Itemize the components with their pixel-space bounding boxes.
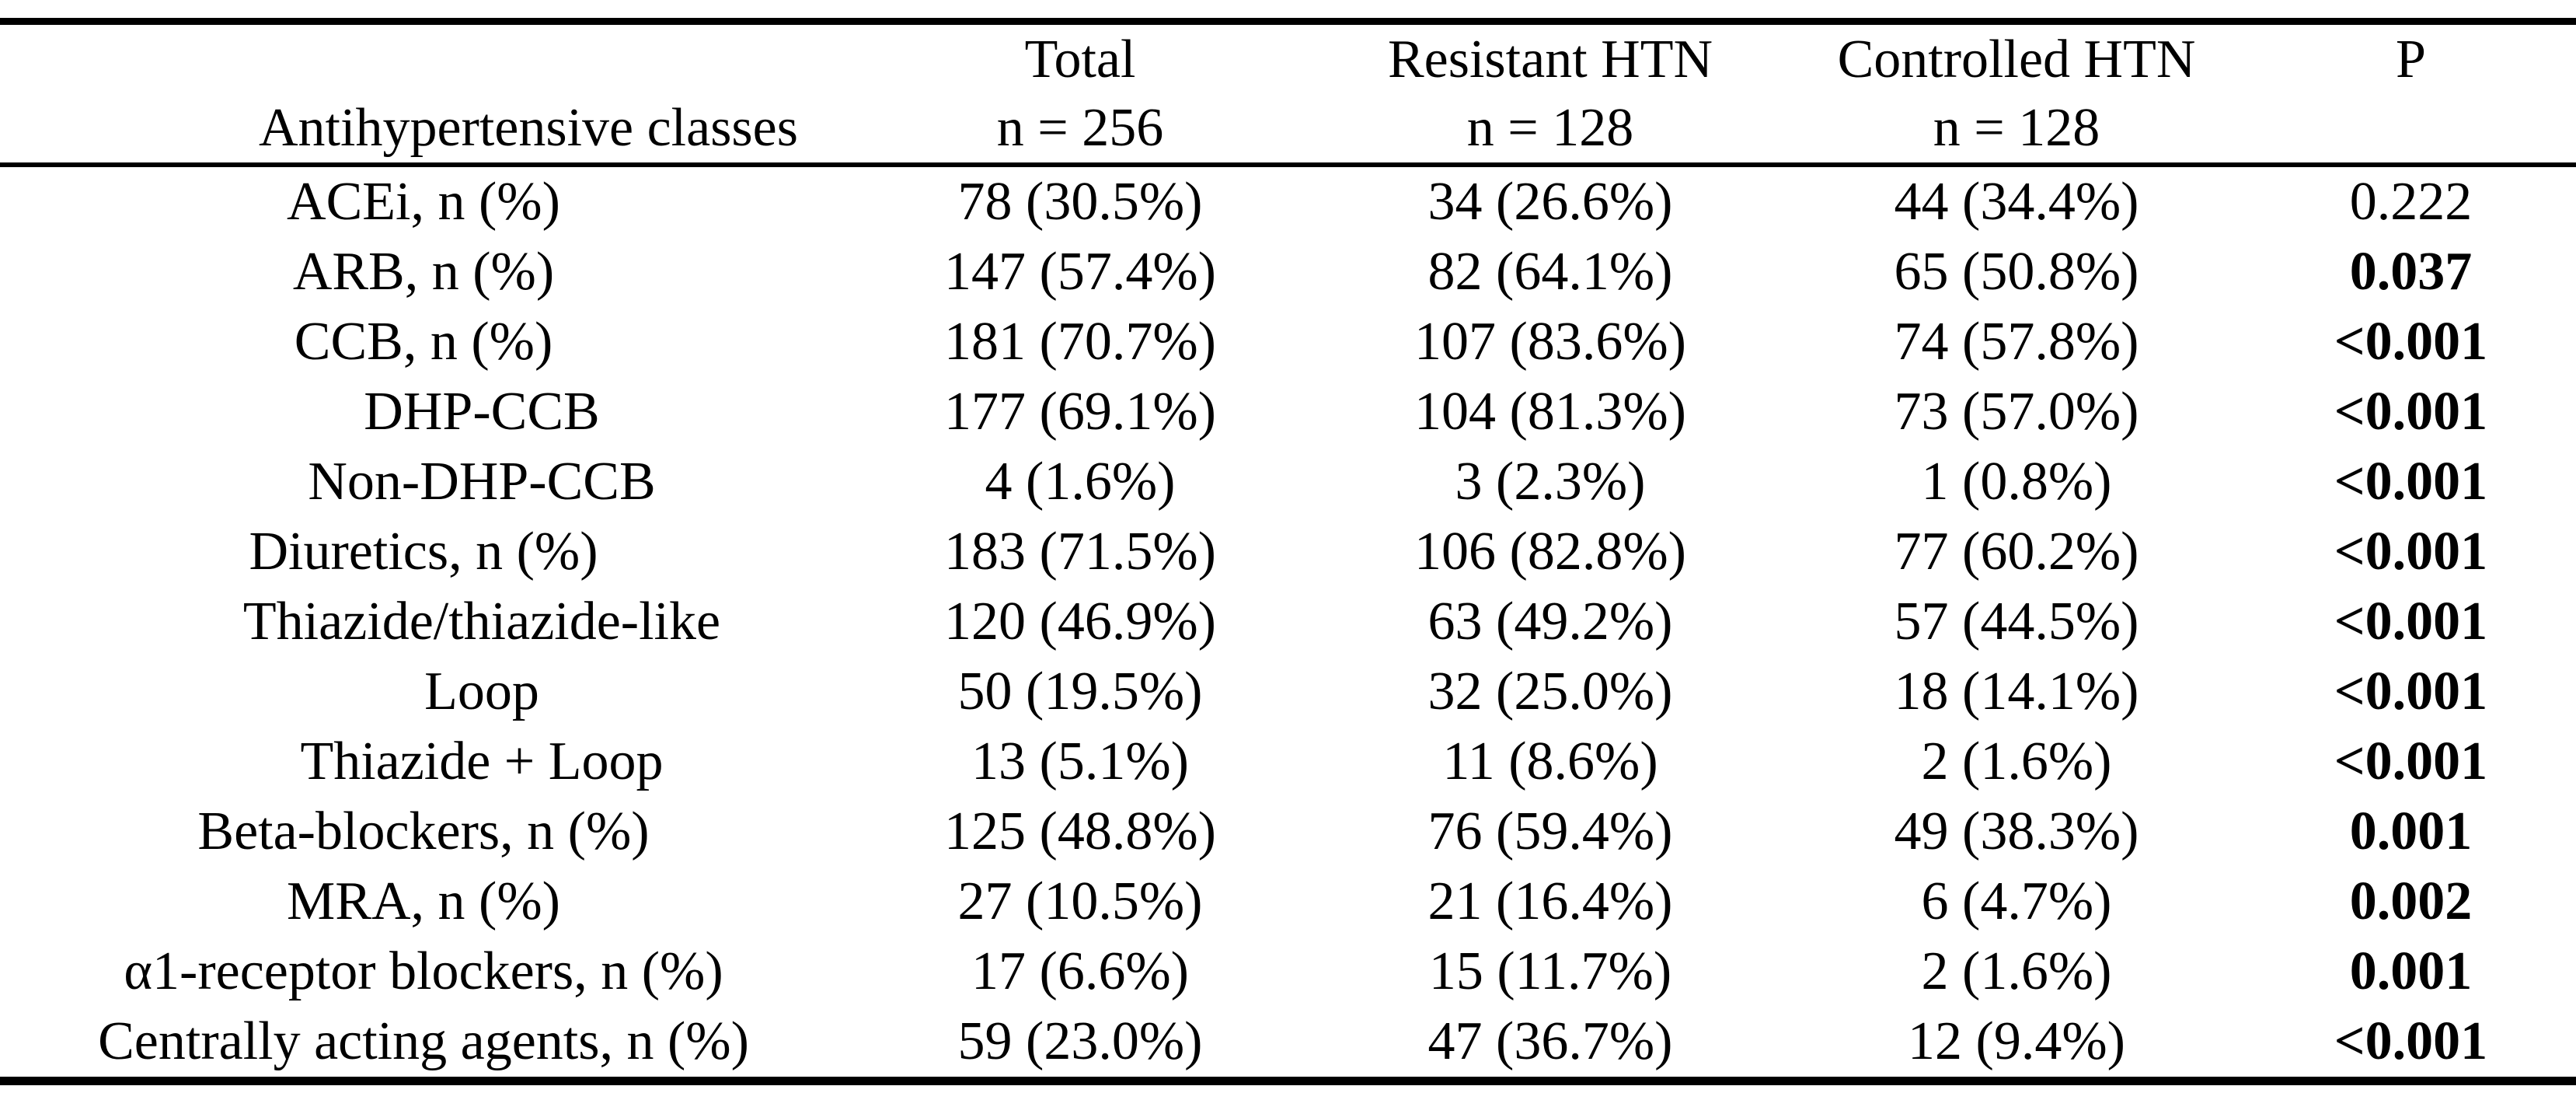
table-row: Diuretics, n (%) 183 (71.5%) 106 (82.8%)… (0, 517, 2576, 587)
controlled-value-cell: 74 (57.8%) (1894, 312, 2139, 372)
p-value-cell: <0.001 (2334, 732, 2488, 791)
resistant-value-cell: 15 (11.7%) (1428, 941, 1672, 1001)
header-p: P (2246, 25, 2576, 162)
table-row: CCB, n (%) 181 (70.7%) 107 (83.6%) 74 (5… (0, 307, 2576, 377)
table-bottom-border (0, 1077, 2576, 1085)
header-line1: P (2396, 29, 2426, 89)
table-body: ACEi, n (%) 78 (30.5%) 34 (26.6%) 44 (34… (0, 167, 2576, 1077)
class-label-cell: DHP-CCB (364, 382, 600, 442)
controlled-value-cell: 65 (50.8%) (1894, 242, 2139, 302)
header-line1: Resistant HTN (1387, 29, 1713, 89)
class-label-cell: Thiazide/thiazide-like (242, 592, 721, 651)
header-line2: n = 256 (996, 97, 1164, 158)
p-value-cell: 0.037 (2349, 242, 2473, 302)
resistant-value-cell: 3 (2.3%) (1455, 452, 1646, 512)
header-line1 (210, 26, 847, 94)
total-value-cell: 17 (6.6%) (971, 941, 1189, 1001)
total-value-cell: 177 (69.1%) (944, 382, 1216, 442)
p-value-cell: <0.001 (2334, 522, 2488, 581)
header-line2: Antihypertensive classes (259, 97, 798, 158)
paper-table-page: Antihypertensive classes Total n = 256 R… (0, 18, 2576, 1114)
header-total: Total n = 256 (847, 25, 1313, 162)
total-value-cell: 13 (5.1%) (971, 732, 1189, 791)
header-line2 (2246, 94, 2576, 162)
resistant-value-cell: 47 (36.7%) (1427, 1011, 1673, 1071)
table-row: Beta-blockers, n (%) 125 (48.8%) 76 (59.… (0, 797, 2576, 867)
table-row: ARB, n (%) 147 (57.4%) 82 (64.1%) 65 (50… (0, 237, 2576, 307)
header-separator-border (0, 162, 2576, 167)
resistant-value-cell: 11 (8.6%) (1442, 732, 1658, 791)
p-value-cell: 0.222 (2349, 172, 2473, 232)
controlled-value-cell: 44 (34.4%) (1894, 172, 2139, 232)
header-line2: n = 128 (1933, 97, 2100, 158)
resistant-value-cell: 21 (16.4%) (1427, 871, 1673, 931)
header-line1: Controlled HTN (1837, 29, 2196, 89)
resistant-value-cell: 82 (64.1%) (1427, 242, 1673, 302)
total-value-cell: 181 (70.7%) (944, 312, 1216, 372)
class-label-cell: ACEi, n (%) (287, 172, 560, 232)
class-label-cell: CCB, n (%) (294, 312, 553, 372)
header-resistant-htn: Resistant HTN n = 128 (1313, 25, 1787, 162)
total-value-cell: 78 (30.5%) (957, 172, 1203, 232)
class-label-cell: Loop (424, 662, 539, 721)
resistant-value-cell: 63 (49.2%) (1427, 592, 1673, 651)
table-row: ACEi, n (%) 78 (30.5%) 34 (26.6%) 44 (34… (0, 167, 2576, 237)
controlled-value-cell: 77 (60.2%) (1894, 522, 2139, 581)
class-label-cell: Non-DHP-CCB (308, 452, 656, 512)
total-value-cell: 59 (23.0%) (957, 1011, 1203, 1071)
controlled-value-cell: 6 (4.7%) (1921, 871, 2112, 931)
controlled-value-cell: 18 (14.1%) (1894, 662, 2139, 721)
controlled-value-cell: 57 (44.5%) (1894, 592, 2139, 651)
controlled-value-cell: 73 (57.0%) (1894, 382, 2139, 442)
class-label-cell: Beta-blockers, n (%) (197, 801, 650, 861)
table-row: Non-DHP-CCB 4 (1.6%) 3 (2.3%) 1 (0.8%) <… (0, 447, 2576, 517)
controlled-value-cell: 49 (38.3%) (1894, 801, 2139, 861)
controlled-value-cell: 2 (1.6%) (1921, 732, 2112, 791)
total-value-cell: 50 (19.5%) (957, 662, 1203, 721)
class-label-cell: Centrally acting agents, n (%) (98, 1011, 749, 1071)
table-row: Thiazide/thiazide-like 120 (46.9%) 63 (4… (0, 587, 2576, 657)
header-controlled-htn: Controlled HTN n = 128 (1787, 25, 2246, 162)
table-top-border (0, 18, 2576, 25)
resistant-value-cell: 34 (26.6%) (1427, 172, 1673, 232)
p-value-cell: 0.001 (2349, 801, 2473, 861)
table-row: DHP-CCB 177 (69.1%) 104 (81.3%) 73 (57.0… (0, 377, 2576, 447)
controlled-value-cell: 2 (1.6%) (1921, 941, 2112, 1001)
table-header: Antihypertensive classes Total n = 256 R… (0, 25, 2576, 162)
p-value-cell: <0.001 (2334, 592, 2488, 651)
p-value-cell: <0.001 (2334, 312, 2488, 372)
header-line1: Total (1024, 29, 1136, 89)
table-row: MRA, n (%) 27 (10.5%) 21 (16.4%) 6 (4.7%… (0, 867, 2576, 937)
class-label-cell: ARB, n (%) (292, 242, 555, 302)
class-label-cell: α1-receptor blockers, n (%) (124, 941, 723, 1001)
total-value-cell: 183 (71.5%) (944, 522, 1216, 581)
p-value-cell: 0.001 (2349, 941, 2473, 1001)
resistant-value-cell: 76 (59.4%) (1427, 801, 1673, 861)
controlled-value-cell: 1 (0.8%) (1921, 452, 2112, 512)
table-row: α1-receptor blockers, n (%) 17 (6.6%) 15… (0, 937, 2576, 1007)
p-value-cell: <0.001 (2334, 1011, 2488, 1071)
total-value-cell: 120 (46.9%) (944, 592, 1216, 651)
total-value-cell: 125 (48.8%) (944, 801, 1216, 861)
table-row: Loop 50 (19.5%) 32 (25.0%) 18 (14.1%) <0… (0, 657, 2576, 727)
p-value-cell: 0.002 (2349, 871, 2473, 931)
table-row: Thiazide + Loop 13 (5.1%) 11 (8.6%) 2 (1… (0, 727, 2576, 797)
header-antihypertensive-classes: Antihypertensive classes (0, 25, 847, 162)
p-value-cell: <0.001 (2334, 662, 2488, 721)
resistant-value-cell: 32 (25.0%) (1427, 662, 1673, 721)
resistant-value-cell: 107 (83.6%) (1414, 312, 1686, 372)
class-label-cell: MRA, n (%) (287, 871, 560, 931)
controlled-value-cell: 12 (9.4%) (1908, 1011, 2125, 1071)
header-line2: n = 128 (1466, 97, 1634, 158)
total-value-cell: 27 (10.5%) (957, 871, 1203, 931)
class-label-cell: Diuretics, n (%) (249, 522, 598, 581)
total-value-cell: 4 (1.6%) (985, 452, 1176, 512)
class-label-cell: Thiazide + Loop (300, 732, 664, 791)
p-value-cell: <0.001 (2334, 452, 2488, 512)
resistant-value-cell: 106 (82.8%) (1414, 522, 1686, 581)
total-value-cell: 147 (57.4%) (944, 242, 1216, 302)
table-row: Centrally acting agents, n (%) 59 (23.0%… (0, 1007, 2576, 1077)
p-value-cell: <0.001 (2334, 382, 2488, 442)
resistant-value-cell: 104 (81.3%) (1414, 382, 1686, 442)
